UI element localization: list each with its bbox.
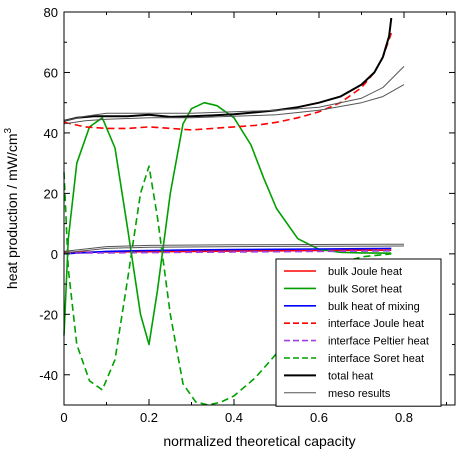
legend-label-interface-peltier-heat: interface Peltier heat [328,336,429,348]
x-axis-title: normalized theoretical capacity [163,433,355,449]
legend-box [275,258,442,407]
y-axis-title: heat production / mW/cm3 [3,127,20,289]
series-line-interface-joule-heat [63,32,393,131]
legend: bulk Joule heat bulk Soret heat bulk heat … [275,258,442,407]
tick-labels: 0 0.2 0.4 0.6 0.8 80 60 40 20 0 -20 -40 [39,5,413,425]
legend-label-total-heat: total heat [328,370,373,382]
plot-frame [63,11,456,406]
y-tick-label: -20 [39,307,58,322]
series-line-meso-extra-9 [63,245,405,254]
legend-label-interface-soret-heat: interface Soret heat [328,353,424,365]
x-tick-label: 0 [60,410,67,425]
y-tick-label: 20 [44,186,58,201]
legend-label-bulk-heat-of-mixing: bulk heat of mixing [328,301,420,313]
x-tick-label: 0.2 [140,410,158,425]
y-tick-label: 40 [44,126,58,141]
y-tick-label: 60 [44,65,58,80]
legend-label-meso-results: meso results [328,388,391,400]
y-axis-title-text: heat production / mW/cm [4,133,20,289]
legend-label-bulk-joule-heat: bulk Joule heat [328,266,402,278]
series-line-meso-extra-10 [63,243,405,252]
legend-label-interface-joule-heat: interface Joule heat [328,318,424,330]
x-tick-label: 0.6 [310,410,328,425]
y-axis-title-superscript: 3 [3,127,14,133]
series-line-meso-extra-8 [63,66,405,122]
series-line-interface-peltier-heat [63,250,392,254]
series-line-bulk-heat-of-mixing [63,247,392,255]
series-line-total-heat [63,17,393,122]
x-tick-label: 0.8 [395,410,413,425]
y-tick-label: -40 [39,368,58,383]
axis-ticks [63,11,455,406]
legend-label-bulk-soret-heat: bulk Soret heat [328,283,402,295]
y-tick-label: 80 [44,5,58,20]
y-tick-label: 0 [51,247,58,262]
x-tick-label: 0.4 [225,410,243,425]
series-line-meso-results [63,84,405,125]
